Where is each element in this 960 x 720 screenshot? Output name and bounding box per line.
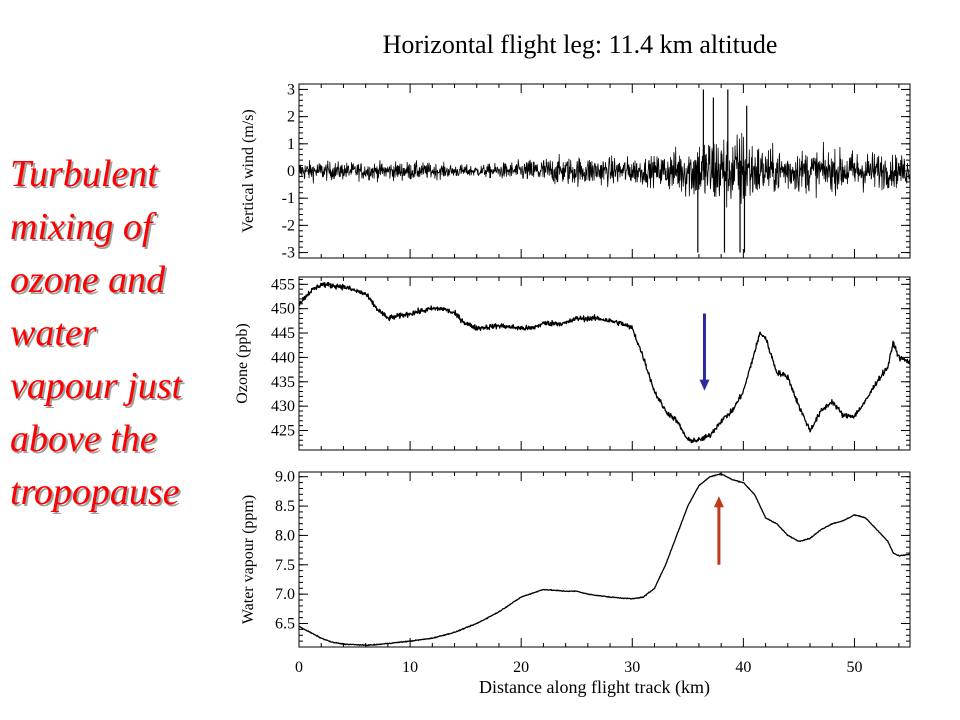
y-tick-label: -2: [282, 217, 295, 234]
caption-line: Turbulent: [10, 153, 158, 195]
vertical-wind-panel: -3 -2 -1 0 1 2 3 Vertical wind (m/s): [240, 81, 911, 262]
y-tick-label: -3: [282, 245, 295, 262]
y-axis-title: Ozone (ppb): [234, 323, 251, 403]
y-tick-label: 8.5: [275, 498, 295, 515]
up-arrow-icon: [713, 496, 724, 508]
y-tick-label: 7.0: [275, 586, 295, 603]
y-tick-label: 445: [271, 325, 295, 342]
caption-line: ozone and: [10, 259, 166, 301]
water-vapour-panel: 6.5 7.0 7.5 8.0 8.5 9.0 0 10 20 30 40 50 Distance al…: [240, 469, 911, 698]
ozone-panel: 425 430 435 440 445 450 455 Ozone (ppb): [234, 276, 911, 451]
caption-line: above the: [10, 418, 157, 460]
y-tick-label: 3: [287, 81, 295, 98]
y-tick-label: 2: [287, 109, 295, 126]
y-tick-label: 455: [271, 276, 295, 293]
y-tick-label: 440: [271, 349, 295, 366]
x-tick-label: 50: [846, 659, 862, 676]
y-tick-label: 7.5: [275, 557, 295, 574]
slide-title: Horizontal flight leg: 11.4 km altitude: [382, 30, 778, 59]
caption-line: vapour just: [10, 365, 183, 407]
y-axis-title: Vertical wind (m/s): [240, 109, 257, 233]
caption-line: tropopause: [10, 471, 180, 513]
ozone-series-line: [298, 281, 911, 444]
y-tick-label: 430: [271, 398, 295, 415]
y-tick-label: 450: [271, 301, 295, 318]
vertical-wind-series-line: [298, 132, 911, 208]
y-tick-label: 1: [287, 136, 295, 153]
x-tick-label: 40: [735, 659, 751, 676]
y-tick-label: 6.5: [275, 616, 295, 633]
water-vapour-series-line: [298, 473, 911, 647]
x-tick-label: 30: [624, 659, 640, 676]
x-tick-label: 20: [513, 659, 529, 676]
x-tick-label: 0: [295, 659, 303, 676]
y-axis-title: Water vapour (ppm): [240, 495, 257, 624]
x-tick-label: 10: [402, 659, 418, 676]
ozone-frame: [298, 276, 911, 451]
caption-line: water: [10, 312, 97, 354]
x-axis-title: Distance along flight track (km): [479, 677, 710, 698]
y-tick-label: 8.0: [275, 527, 295, 544]
water-vapour-frame: [298, 471, 911, 648]
y-tick-label: 425: [271, 423, 295, 440]
y-tick-label: 9.0: [275, 469, 295, 486]
y-tick-label: 0: [287, 163, 295, 180]
caption-line: mixing of: [10, 206, 153, 248]
y-tick-label: -1: [282, 190, 295, 207]
y-tick-label: 435: [271, 374, 295, 391]
side-caption: Turbulent mixing of ozone and water vapo…: [10, 148, 230, 519]
down-arrow-icon: [699, 379, 710, 391]
